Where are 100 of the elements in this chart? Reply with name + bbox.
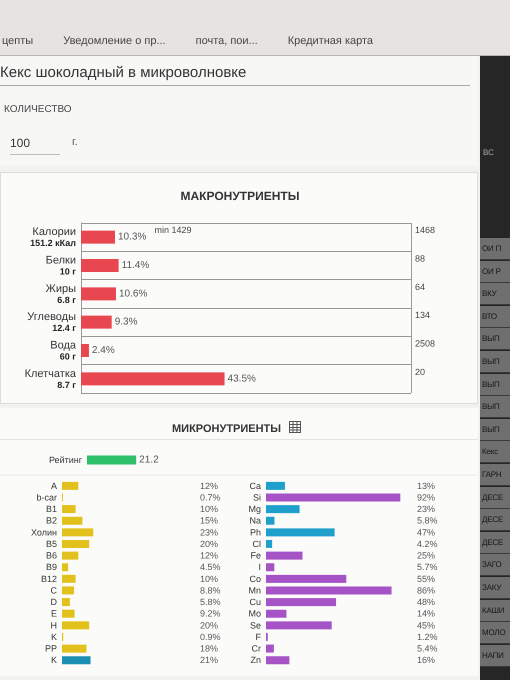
y-tick-label: Калории 151.2 кКал [30, 226, 76, 248]
y-tick-label: Ph [250, 527, 261, 538]
y-tick-label: I [258, 562, 261, 572]
text: ВТО [480, 306, 510, 328]
bar [81, 344, 89, 357]
data-label: 5.4% [417, 644, 438, 654]
data-label: 5.8% [417, 516, 438, 526]
y-tick-label: K [50, 655, 57, 666]
data-label: 4.5% [200, 562, 221, 572]
y-tick-label: Cu [249, 597, 261, 608]
y-tick-label: Co [249, 574, 261, 584]
y-tick-label: D [50, 597, 58, 608]
data-label: 13% [417, 480, 436, 491]
text: ОИ Р [480, 260, 510, 283]
data-label: 45% [417, 620, 436, 630]
data-label: 0.7% [200, 492, 221, 502]
data-label: 10% [200, 504, 218, 514]
text: КАШИ [480, 600, 510, 622]
y-tick-label: B2 [46, 516, 57, 526]
text: ВЫП [480, 396, 510, 418]
y-tick-label: E [50, 608, 57, 619]
data-label: 20% [200, 620, 218, 630]
y-tick-label: Cl [252, 538, 261, 549]
bar [266, 516, 274, 525]
data-label: 86% [417, 585, 436, 596]
y-tick-label: Углеводы 12.4 г [27, 311, 76, 334]
y-tick-label: Na [249, 516, 261, 526]
y-tick-label: B1 [46, 504, 57, 514]
y-tick-label: C [50, 585, 58, 596]
y-tick-label: B5 [46, 538, 57, 549]
text: ЗАКУ [480, 577, 510, 599]
data-label: 9.3% [114, 316, 138, 328]
data-label: 48% [417, 597, 436, 608]
data-label: 4.2% [417, 538, 438, 549]
text: Кекс [480, 441, 510, 464]
bar [62, 644, 86, 653]
bar [62, 598, 70, 606]
bar [266, 528, 335, 536]
data-label: 11.4% [122, 260, 150, 271]
data-label: 47% [417, 527, 436, 538]
bar [62, 540, 90, 548]
bar [266, 563, 274, 572]
bar [62, 621, 90, 630]
bar [266, 586, 392, 594]
y-tick-label: K [50, 632, 57, 642]
data-label: 5.8% [200, 597, 221, 608]
y-tick-label: Cr [252, 644, 261, 654]
data-label: 10.3% [118, 232, 146, 243]
text: МИКРОНУТРИЕНТЫ [172, 423, 282, 435]
data-label: 12% [200, 480, 218, 491]
bar [62, 563, 68, 572]
data-label: 10.6% [118, 288, 148, 300]
text: ДЕСЕ [480, 509, 510, 532]
y-tick-label: PP [44, 644, 57, 654]
data-label: 8.8% [200, 585, 221, 596]
y-tick-label: Mo [248, 608, 261, 619]
data-label: 16% [417, 655, 436, 666]
text: 88 [415, 254, 426, 264]
bar [266, 574, 346, 583]
bar [81, 372, 225, 386]
data-label: 1.2% [417, 632, 438, 642]
y-tick-label: b-car [36, 492, 57, 502]
bar [62, 552, 78, 560]
data-label: 21% [200, 655, 218, 666]
text: 20 [415, 366, 426, 377]
data-label: 92% [417, 492, 436, 502]
y-tick-label: Fe [250, 550, 261, 561]
y-tick-label: Mn [248, 585, 261, 596]
y-tick-label: Ca [249, 480, 261, 491]
data-label: 25% [417, 550, 436, 561]
bar [266, 621, 332, 630]
data-label: 21.2 [139, 454, 160, 466]
y-tick-label: Si [252, 492, 261, 502]
y-tick-label: Mg [248, 504, 261, 514]
data-label: 23% [200, 527, 218, 538]
data-label: 5.7% [417, 562, 438, 572]
y-tick-label: Zn [250, 655, 261, 666]
text: Уведомление о пр... [63, 35, 166, 47]
data-label: 0.9% [200, 632, 221, 642]
text: г. [72, 136, 78, 148]
text: ОИ П [480, 238, 510, 260]
bar [266, 540, 272, 548]
data-label: 18% [200, 644, 218, 654]
data-label: 43.5% [228, 373, 256, 384]
text: ВЫП [480, 374, 510, 396]
bar [81, 287, 116, 300]
y-tick-label: B9 [46, 562, 57, 572]
y-tick-label: Белки 10 г [46, 254, 76, 276]
y-tick-label: Вода 60 г [50, 340, 77, 362]
bar [62, 656, 91, 664]
text: ВЫП [480, 351, 510, 373]
bar [266, 644, 274, 653]
data-label: 10% [200, 574, 218, 584]
y-tick-label: Холин [31, 527, 58, 538]
data-label: 9.2% [200, 608, 221, 619]
bar [62, 528, 94, 536]
bar [266, 598, 336, 606]
bar [62, 482, 78, 490]
bar [266, 493, 400, 502]
annotation: min 1429 [154, 225, 192, 236]
